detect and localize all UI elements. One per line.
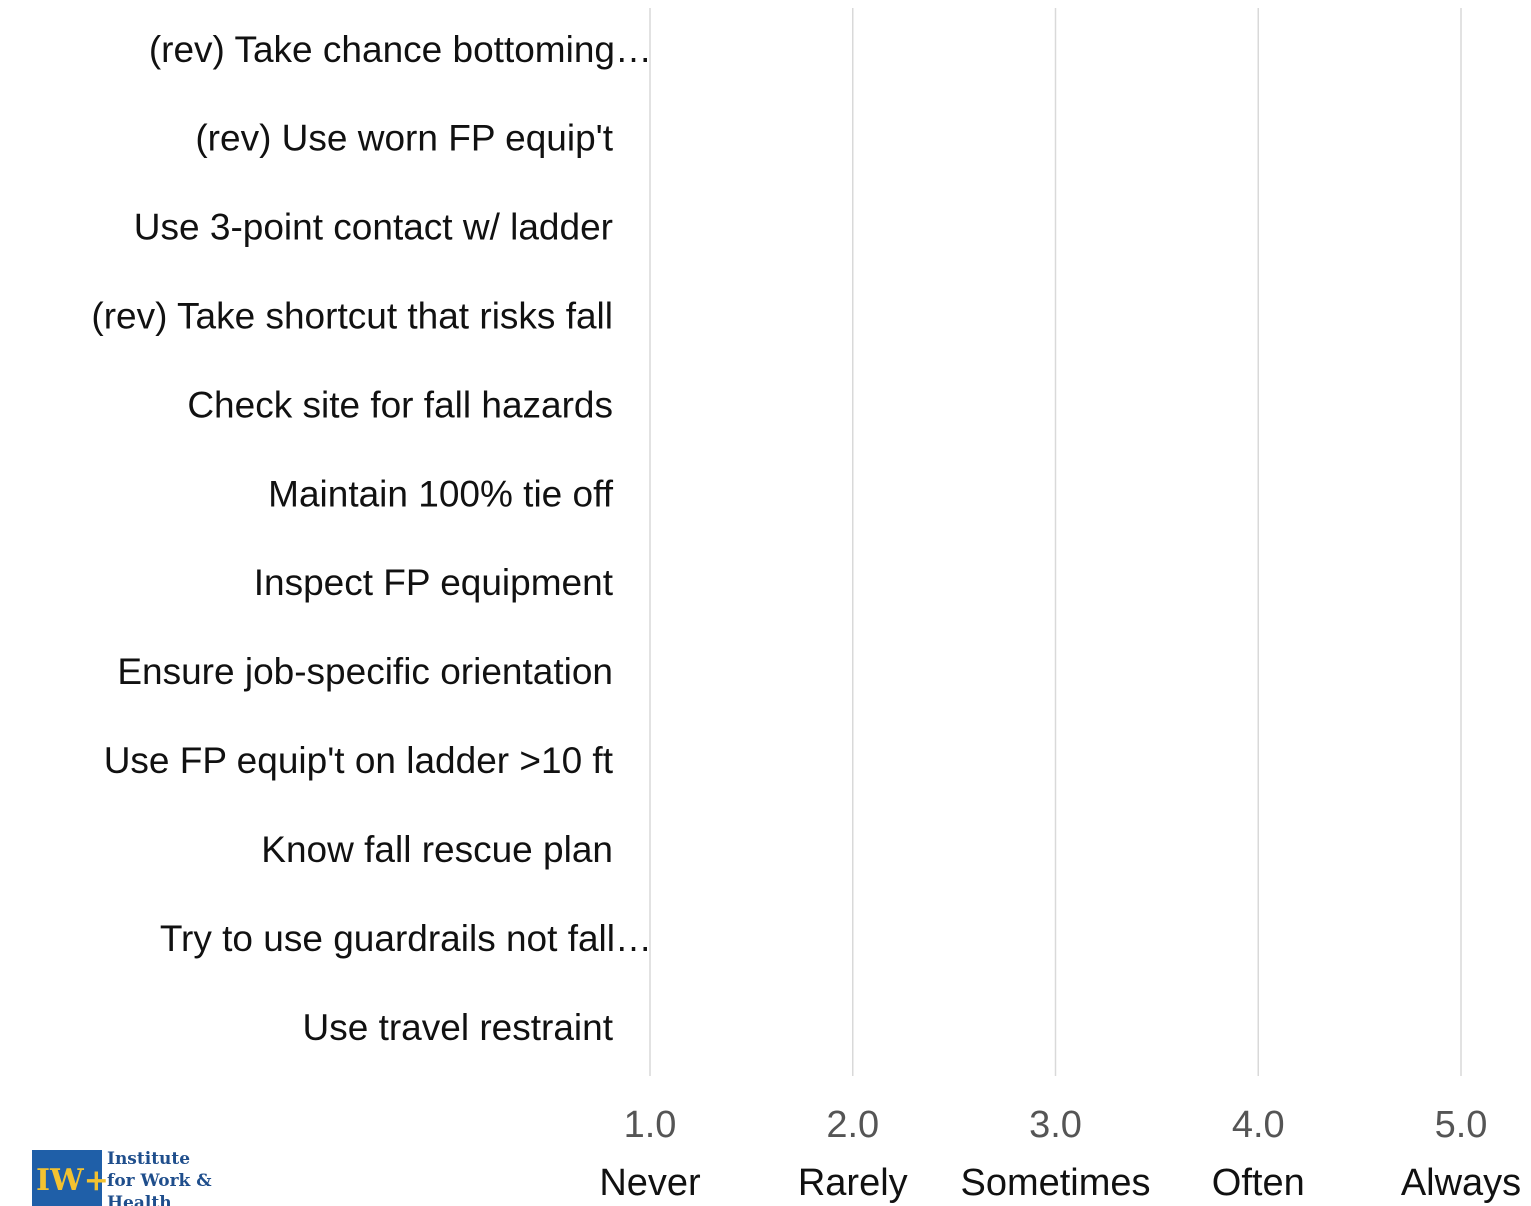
x-tick-sublabel: Rarely [798, 1162, 908, 1204]
x-tick-label: 3.0 [1029, 1104, 1082, 1146]
x-tick-label: 2.0 [826, 1104, 879, 1146]
y-tick-label: Try to use guardrails not fall… [160, 918, 652, 959]
y-tick-label: Maintain 100% tie off [268, 473, 614, 514]
x-tick-label: 5.0 [1435, 1104, 1488, 1146]
y-tick-label: Use travel restraint [303, 1007, 614, 1048]
logo-text: Institute [107, 1149, 190, 1169]
y-tick-label: Check site for fall hazards [187, 384, 613, 425]
y-tick-label: Know fall rescue plan [261, 829, 613, 870]
logo-box [32, 1150, 102, 1206]
x-tick-sublabel: Always [1401, 1162, 1521, 1204]
y-tick-label: (rev) Take chance bottoming… [149, 29, 652, 70]
y-tick-label: Inspect FP equipment [254, 562, 614, 603]
y-tick-label: (rev) Use worn FP equip't [195, 118, 613, 159]
x-tick-sublabel: Often [1212, 1162, 1305, 1204]
y-tick-label: (rev) Take shortcut that risks fall [91, 296, 613, 337]
logo-mark: IW+ [36, 1163, 109, 1198]
x-tick-sublabel: Sometimes [960, 1162, 1150, 1204]
y-tick-label: Ensure job-specific orientation [117, 651, 613, 692]
x-tick-sublabel: Never [599, 1162, 701, 1204]
y-tick-label: Use FP equip't on ladder >10 ft [104, 740, 614, 781]
x-tick-label: 1.0 [624, 1104, 677, 1146]
logo-text: Health [107, 1193, 172, 1206]
logo-text: for Work & [107, 1171, 212, 1191]
x-tick-label: 4.0 [1232, 1104, 1285, 1146]
logo-icon: IW+ [32, 1150, 109, 1206]
y-tick-label: Use 3-point contact w/ ladder [134, 207, 613, 248]
